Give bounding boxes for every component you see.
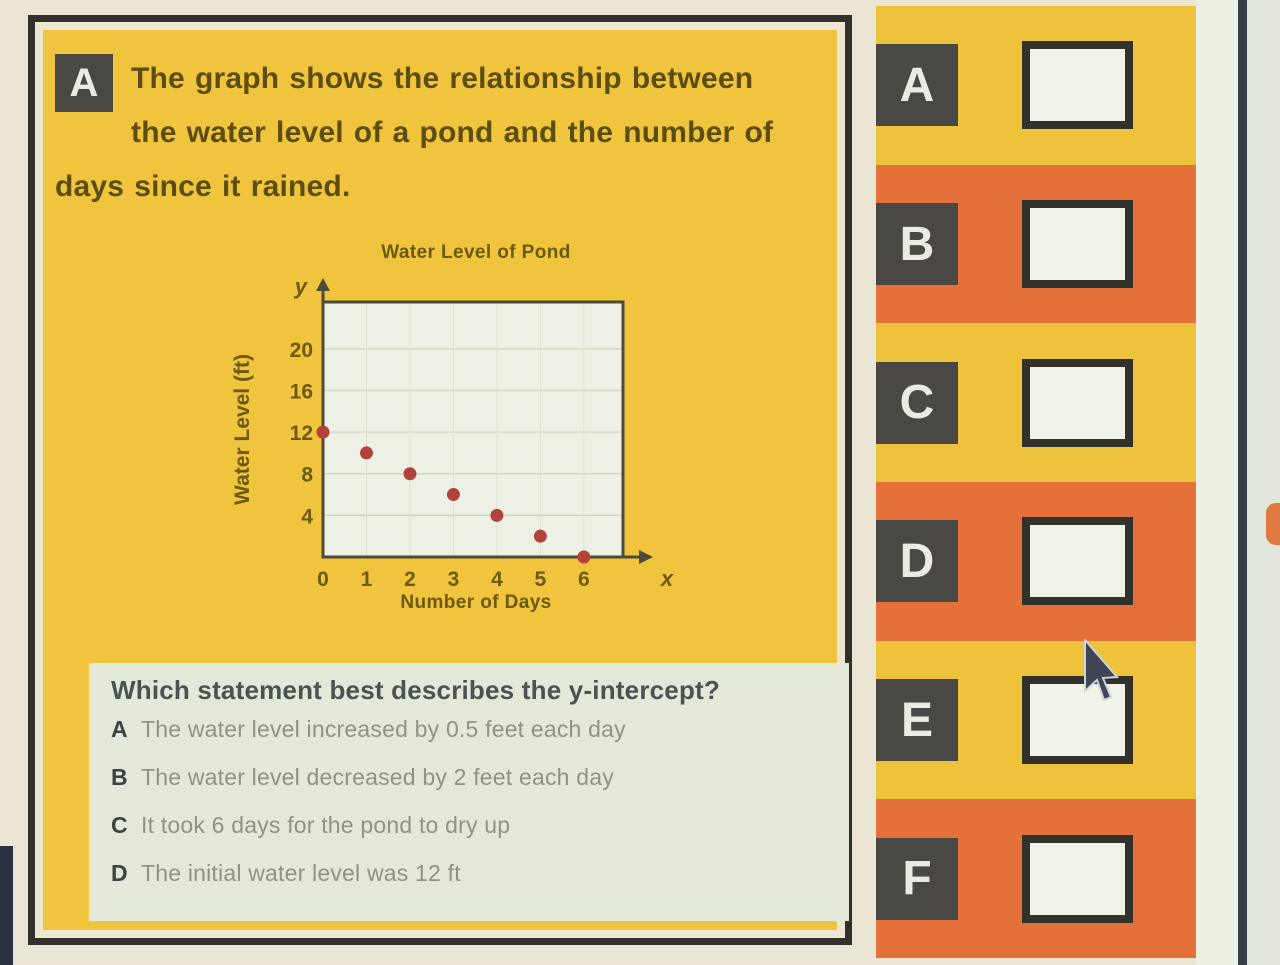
answer-row-e: E: [876, 640, 1196, 800]
x-tick-label: 5: [535, 568, 547, 591]
answer-checkbox-d[interactable]: [1022, 517, 1133, 606]
scroll-gutter: [1196, 0, 1238, 965]
option-c: C It took 6 days for the pond to dry up: [111, 812, 827, 860]
answer-letter-b: B: [876, 203, 958, 285]
answer-row-c: C: [876, 323, 1196, 483]
x-axis-arrow: [639, 550, 653, 564]
right-margin: [1247, 0, 1280, 965]
answer-row-f: F: [876, 799, 1196, 959]
x-tick-label: 2: [404, 568, 416, 591]
option-a: A The water level increased by 0.5 feet …: [111, 716, 827, 764]
option-letter: B: [111, 764, 128, 790]
answer-letter-f: F: [876, 837, 958, 920]
answer-row-a: A: [876, 6, 1196, 165]
option-b: B The water level decreased by 2 feet ea…: [111, 764, 827, 812]
x-tick-label: 3: [448, 568, 460, 591]
y-tick-label: 20: [290, 339, 313, 362]
answer-choices-panel: Which statement best describes the y-int…: [89, 663, 849, 921]
y-tick-label: 16: [290, 380, 313, 403]
answer-letter-c: C: [876, 361, 958, 444]
option-letter: C: [111, 812, 128, 838]
answer-row-b: B: [876, 164, 1196, 324]
y-axis-letter: y: [294, 274, 309, 299]
x-tick-label: 4: [491, 568, 503, 591]
sub-question: Which statement best describes the y-int…: [111, 675, 720, 705]
x-tick-label: 6: [578, 568, 590, 591]
option-text: The initial water level was 12 ft: [141, 860, 461, 886]
answer-checkbox-c[interactable]: [1022, 358, 1133, 447]
photo-edge-artifact: [0, 846, 13, 965]
data-point: [316, 425, 330, 439]
question-header: A The graph shows the relationship betwe…: [55, 52, 775, 214]
x-tick-label: 1: [361, 568, 373, 591]
chart-title: Water Level of Pond: [381, 242, 571, 263]
question-card-body: A The graph shows the relationship betwe…: [43, 30, 849, 930]
data-point: [577, 550, 591, 564]
y-tick-label: 4: [301, 505, 313, 528]
chart-x-axis-label: Number of Days: [400, 592, 552, 613]
option-letter: D: [111, 860, 128, 886]
question-text: The graph shows the relationship between…: [55, 62, 774, 203]
answer-checkbox-e[interactable]: [1022, 676, 1133, 765]
question-card: A The graph shows the relationship betwe…: [28, 15, 852, 945]
option-text: The water level decreased by 2 feet each…: [141, 764, 614, 790]
data-point: [403, 467, 417, 481]
data-point: [533, 529, 547, 543]
partial-icon: [1266, 503, 1280, 545]
answer-column: A B C D E F: [876, 6, 1196, 959]
data-point: [490, 508, 504, 522]
answer-letter-d: D: [876, 520, 958, 603]
x-axis-letter: x: [660, 566, 674, 591]
data-point: [359, 446, 373, 460]
chart-y-axis-label: Water Level (ft): [231, 354, 254, 505]
answer-checkbox-f[interactable]: [1022, 834, 1133, 923]
options-list: A The water level increased by 0.5 feet …: [111, 716, 827, 908]
mouse-cursor: [1084, 639, 1120, 702]
chart: Water Level of Pond 4 8 12 16 20 0 1 2 3 4 5 6 y x Wat…: [223, 242, 693, 614]
x-tick-label: 0: [317, 568, 329, 591]
answer-row-d: D: [876, 482, 1196, 641]
question-badge: A: [55, 54, 113, 112]
answer-letter-a: A: [876, 44, 958, 127]
y-tick-label: 12: [290, 422, 313, 445]
window-divider: [1238, 0, 1247, 965]
answer-letter-e: E: [876, 679, 958, 762]
option-letter: A: [111, 716, 128, 742]
option-d: D The initial water level was 12 ft: [111, 860, 827, 908]
data-point: [446, 488, 460, 502]
option-text: It took 6 days for the pond to dry up: [141, 812, 511, 838]
y-tick-label: 8: [301, 464, 313, 487]
option-text: The water level increased by 0.5 feet ea…: [141, 716, 626, 742]
answer-checkbox-a[interactable]: [1022, 41, 1133, 130]
answer-checkbox-b[interactable]: [1022, 200, 1133, 288]
y-axis-arrow: [316, 278, 330, 291]
